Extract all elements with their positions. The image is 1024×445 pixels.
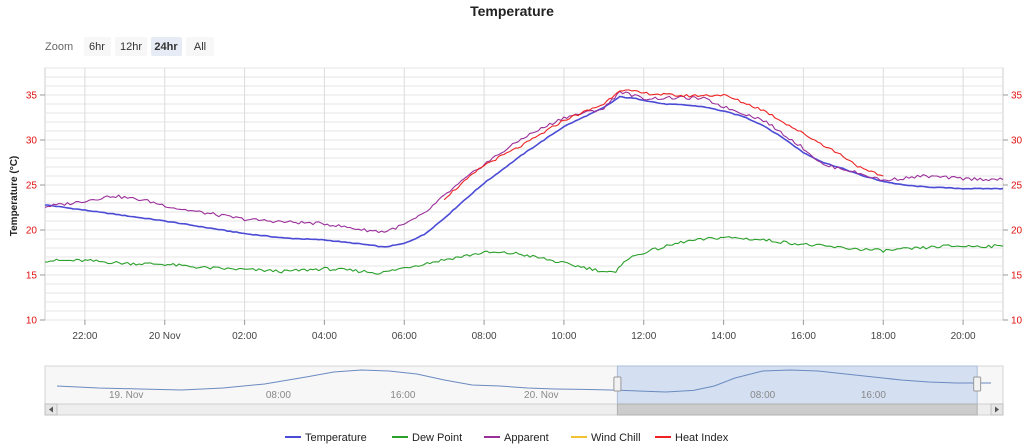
scrollbar-thumb[interactable] xyxy=(616,403,978,416)
plot-area: 10 15 20 25 30 35 10 15 20 25 30 35 22:00 20 Nov 02:… xyxy=(26,67,1023,342)
x-tick-label: 14:00 xyxy=(711,331,736,342)
zoom-label: Zoom xyxy=(45,41,73,53)
grid-lines xyxy=(45,67,1003,321)
x-tick-label: 02:00 xyxy=(232,331,257,342)
legend: Temperature Dew Point Apparent Wind Chill He… xyxy=(285,432,729,444)
x-tick-label: 08:00 xyxy=(472,331,497,342)
zoom-all-button[interactable]: All xyxy=(186,37,214,56)
y-axis-right: 10 15 20 25 30 35 xyxy=(1003,91,1023,327)
x-tick-label: 22:00 xyxy=(72,331,97,342)
zoom-12hr-label: 12hr xyxy=(120,41,142,53)
arrow-left-icon xyxy=(49,406,53,413)
series-layer xyxy=(44,89,1004,275)
x-tick-label: 10:00 xyxy=(551,331,576,342)
chart-title: Temperature xyxy=(470,3,554,19)
navigator-label: 16:00 xyxy=(861,390,886,401)
navigator-label: 08:00 xyxy=(750,390,775,401)
zoom-24hr-label: 24hr xyxy=(154,41,178,53)
navigator[interactable]: 19. Nov 08:00 16:00 20. Nov 08:00 16:00 xyxy=(44,365,1004,416)
legend-label: Apparent xyxy=(504,432,549,444)
x-tick-label: 20:00 xyxy=(951,331,976,342)
y-tick-label-left: 20 xyxy=(26,226,38,237)
x-tick-label: 06:00 xyxy=(392,331,417,342)
arrow-right-icon xyxy=(995,406,999,413)
y-tick-label-right: 15 xyxy=(1011,271,1023,282)
zoom-all-label: All xyxy=(194,41,206,53)
scroll-right-button[interactable] xyxy=(990,403,1004,416)
navigator-label: 16:00 xyxy=(390,390,415,401)
legend-label: Temperature xyxy=(305,432,367,444)
navigator-series-line xyxy=(56,369,991,393)
navigator-handle-left[interactable] xyxy=(613,376,622,392)
zoom-6hr-button[interactable]: 6hr xyxy=(84,37,111,56)
legend-item-wind-chill[interactable]: Wind Chill xyxy=(571,432,641,444)
y-tick-label-right: 25 xyxy=(1011,181,1023,192)
navigator-label: 08:00 xyxy=(266,390,291,401)
x-axis: 22:00 20 Nov 02:00 04:00 06:00 08:00 10:00 12:0… xyxy=(72,320,976,342)
y-axis-title: Temperature (°C) xyxy=(9,156,20,237)
zoom-24hr-button[interactable]: 24hr xyxy=(151,37,182,56)
legend-item-heat-index[interactable]: Heat Index xyxy=(655,432,729,444)
x-tick-label: 18:00 xyxy=(871,331,896,342)
y-axis-left: 10 15 20 25 30 35 xyxy=(26,91,45,327)
legend-label: Heat Index xyxy=(675,432,729,444)
x-tick-label: 20 Nov xyxy=(149,331,181,342)
legend-item-dew-point[interactable]: Dew Point xyxy=(392,432,462,444)
legend-item-apparent[interactable]: Apparent xyxy=(484,432,549,444)
zoom-12hr-button[interactable]: 12hr xyxy=(115,37,147,56)
series-line-dew-point xyxy=(44,236,1004,275)
navigator-label: 20. Nov xyxy=(524,390,558,401)
zoom-controls: Zoom 6hr 12hr 24hr All xyxy=(45,37,214,56)
y-tick-label-left: 25 xyxy=(26,181,38,192)
y-tick-label-right: 30 xyxy=(1011,136,1023,147)
y-tick-label-right: 10 xyxy=(1011,316,1023,327)
y-tick-label-left: 10 xyxy=(26,316,38,327)
legend-label: Wind Chill xyxy=(591,432,641,444)
y-tick-label-right: 35 xyxy=(1011,91,1023,102)
series-line-temperature xyxy=(45,95,1004,248)
y-tick-label-left: 35 xyxy=(26,91,38,102)
navigator-label: 19. Nov xyxy=(109,390,143,401)
y-tick-label-right: 20 xyxy=(1011,226,1023,237)
legend-item-temperature[interactable]: Temperature xyxy=(285,432,367,444)
navigator-labels: 19. Nov 08:00 16:00 20. Nov 08:00 16:00 xyxy=(109,390,886,401)
navigator-selection[interactable] xyxy=(616,365,978,405)
x-tick-label: 12:00 xyxy=(631,331,656,342)
x-tick-label: 04:00 xyxy=(312,331,337,342)
scroll-left-button[interactable] xyxy=(44,403,58,416)
x-tick-label: 16:00 xyxy=(791,331,816,342)
y-tick-label-left: 15 xyxy=(26,271,38,282)
y-tick-label-left: 30 xyxy=(26,136,38,147)
legend-label: Dew Point xyxy=(412,432,462,444)
zoom-6hr-label: 6hr xyxy=(89,41,105,53)
series-line-apparent xyxy=(44,90,1004,234)
series-line-heat-index xyxy=(443,89,884,201)
navigator-handle-right[interactable] xyxy=(973,376,982,392)
